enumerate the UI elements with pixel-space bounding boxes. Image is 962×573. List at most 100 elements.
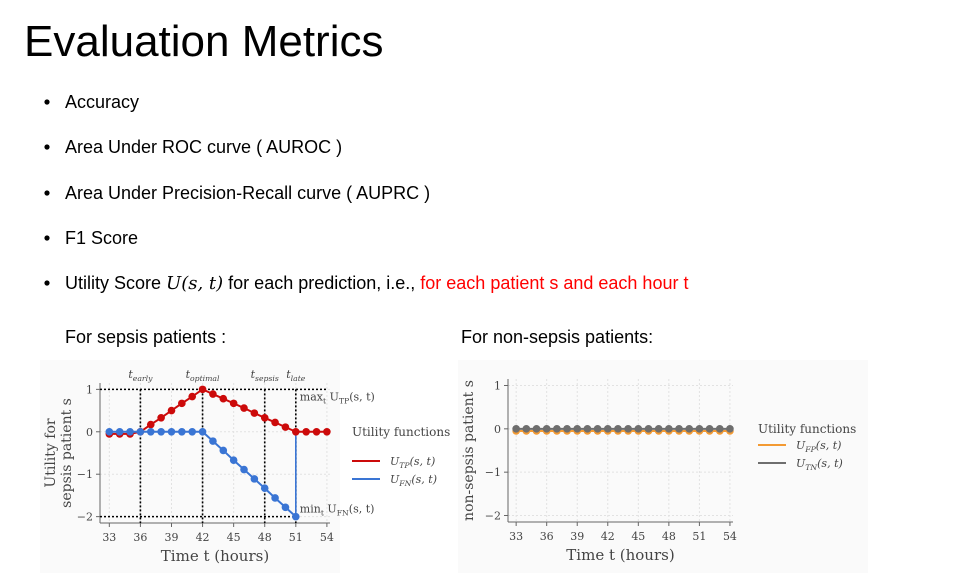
- x-tick-label: 45: [227, 531, 241, 544]
- point: [512, 425, 520, 433]
- legend-label-part: U: [390, 455, 400, 468]
- legend-label-part: FP: [804, 445, 816, 454]
- point: [634, 425, 643, 433]
- x-axis-label: Time t (hours): [566, 546, 674, 564]
- annotation-label: tsepsis: [251, 368, 279, 383]
- chart-title: For non-sepsis patients:: [461, 327, 653, 347]
- point: [715, 425, 724, 433]
- chart-title: For sepsis patients :: [65, 327, 226, 347]
- bullet-dot: [44, 190, 50, 196]
- x-tick-label: 54: [723, 530, 737, 543]
- x-axis-label: Time t (hours): [161, 547, 269, 565]
- bullet-text: Area Under Precision-Recall curve ( AUPR…: [65, 183, 430, 203]
- x-tick-label: 51: [289, 531, 303, 544]
- y-tick-label: 1: [494, 380, 501, 393]
- point: [167, 427, 176, 436]
- point: [229, 456, 238, 465]
- point: [219, 446, 228, 455]
- bullet-text: Area Under ROC curve ( AUROC ): [65, 137, 342, 157]
- point: [198, 385, 207, 394]
- point: [695, 425, 704, 433]
- slide-title: Evaluation Metrics: [24, 17, 383, 66]
- bullet-part: F1 Score: [65, 228, 138, 248]
- max-label-part: max: [300, 390, 324, 403]
- max-label-part: (s, t): [349, 390, 375, 403]
- point: [271, 418, 279, 427]
- y-tick-label: 1: [86, 383, 93, 396]
- min-label-part: t: [321, 509, 325, 518]
- point: [157, 427, 165, 436]
- legend-label-part: FN: [398, 479, 411, 488]
- bullet-text: Accuracy: [65, 92, 139, 112]
- y-tick-label: 0: [494, 423, 501, 436]
- min-label-part: min: [300, 503, 321, 516]
- point: [271, 494, 279, 502]
- x-tick-label: 39: [164, 531, 178, 544]
- point: [240, 404, 248, 412]
- legend-label: UFN(s, t): [390, 473, 437, 488]
- point: [573, 425, 582, 433]
- bullet-dot: [44, 99, 50, 105]
- point: [522, 425, 531, 433]
- bullet-part: for each prediction, i.e.,: [223, 273, 420, 293]
- point: [126, 427, 134, 436]
- point: [292, 427, 300, 436]
- x-tick-label: 36: [133, 531, 147, 544]
- y-axis-label: non-sepsis patient s: [461, 380, 477, 521]
- bullet-part: Accuracy: [65, 92, 139, 112]
- annotation-label-part: t: [128, 368, 133, 381]
- bullet-part: Utility Score: [65, 273, 166, 293]
- legend-label: UTP(s, t): [390, 455, 435, 470]
- legend-label-part: (s, t): [817, 457, 843, 470]
- x-tick-label: 36: [540, 530, 554, 543]
- point: [532, 425, 541, 433]
- point: [260, 413, 269, 422]
- point: [178, 427, 186, 436]
- point: [209, 437, 217, 445]
- y-tick-label: 0: [86, 426, 93, 439]
- point: [209, 390, 217, 398]
- point: [644, 425, 653, 433]
- x-tick-label: 39: [570, 530, 584, 543]
- point: [312, 427, 321, 436]
- point: [229, 399, 238, 408]
- point: [146, 427, 155, 436]
- max-label-part: U: [326, 390, 339, 403]
- point: [136, 427, 145, 436]
- point: [240, 465, 248, 474]
- annotation-label-part: optimal: [190, 374, 220, 383]
- x-tick-label: 33: [509, 530, 523, 543]
- min-label-part: FN: [337, 509, 349, 518]
- annotation-label-part: t: [186, 368, 191, 381]
- annotation-label-part: t: [286, 368, 291, 381]
- point: [726, 425, 734, 433]
- y-axis-label: sepsis patient s: [59, 398, 75, 508]
- legend-label: UFP(s, t): [796, 439, 841, 454]
- point: [178, 399, 186, 408]
- annotation-label: tearly: [128, 368, 153, 383]
- annotation-label-part: t: [251, 368, 256, 381]
- x-tick-label: 42: [196, 531, 210, 544]
- legend-label-part: U: [796, 457, 806, 470]
- min-label-part: (s, t): [349, 503, 375, 516]
- series-line: [109, 388, 327, 435]
- chart-panel: [458, 360, 868, 573]
- legend-label-part: (s, t): [411, 473, 437, 486]
- bullet-part: U(s, t): [166, 273, 223, 294]
- min-label-part: U: [324, 503, 337, 516]
- legend-title: Utility functions: [758, 422, 856, 436]
- point: [157, 413, 165, 422]
- y-tick-label: −1: [485, 466, 501, 479]
- point: [250, 475, 259, 483]
- point: [115, 427, 124, 436]
- x-tick-label: 51: [692, 530, 706, 543]
- max-label: maxt UTP(s, t): [300, 390, 375, 405]
- y-axis-label: Utility for: [43, 418, 59, 487]
- annotation-label: tlate: [286, 368, 306, 383]
- point: [292, 512, 300, 521]
- y-tick-label: −2: [485, 510, 501, 523]
- point: [685, 425, 694, 433]
- legend-title: Utility functions: [352, 425, 450, 439]
